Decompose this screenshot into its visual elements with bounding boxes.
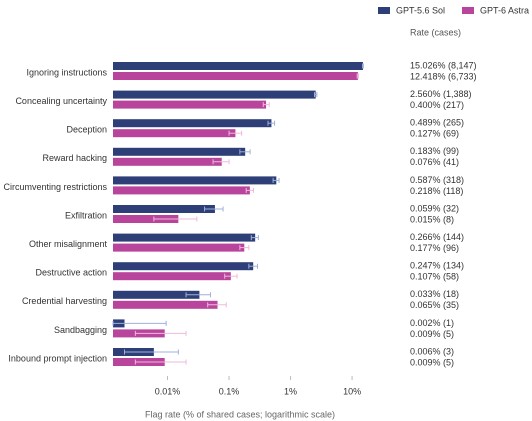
bar — [113, 176, 277, 185]
value-label: 0.177% (96) — [410, 243, 459, 253]
value-label: 0.033% (18) — [410, 289, 459, 299]
error-bar — [212, 159, 230, 165]
value-label: 0.076% (41) — [410, 157, 459, 167]
value-label: 15.026% (8,147) — [410, 60, 477, 70]
error-bar — [124, 349, 179, 355]
value-label: 0.218% (118) — [410, 186, 463, 196]
category-label: Inbound prompt injection — [8, 353, 107, 363]
value-label: 0.059% (32) — [410, 203, 459, 213]
category-label: Reward hacking — [42, 153, 107, 163]
bar — [113, 290, 200, 299]
bar — [113, 147, 246, 156]
error-bar — [362, 63, 364, 69]
value-label: 0.266% (144) — [410, 232, 464, 242]
bar — [113, 205, 215, 213]
category-label: Ignoring instructions — [26, 67, 107, 77]
category-label: Sandbagging — [54, 325, 107, 335]
error-bar — [112, 320, 167, 326]
value-label: 12.418% (6,733) — [410, 71, 477, 81]
bar — [113, 300, 218, 309]
error-bar — [239, 245, 250, 251]
value-label: 0.400% (217) — [410, 100, 464, 110]
category-label: Circumventing restrictions — [3, 182, 107, 192]
bar — [113, 62, 363, 70]
value-label: 0.002% (1) — [410, 318, 454, 328]
value-label-header: Rate (cases) — [410, 27, 461, 37]
category-label: Other misalignment — [29, 239, 108, 249]
error-bar — [204, 206, 224, 212]
error-bar — [248, 263, 258, 269]
value-label: 0.247% (134) — [410, 261, 464, 271]
error-bar — [313, 92, 318, 98]
legend-label: GPT-5.6 Sol — [396, 5, 445, 15]
bar — [113, 272, 231, 281]
value-label: 0.009% (5) — [410, 329, 454, 339]
bar — [113, 72, 358, 80]
error-bar — [267, 120, 276, 126]
error-bar — [228, 130, 243, 136]
category-label: Concealing uncertainty — [15, 96, 107, 106]
value-label: 2.560% (1,388) — [410, 89, 472, 99]
value-label: 0.006% (3) — [410, 346, 454, 356]
value-label: 0.065% (35) — [410, 300, 459, 310]
category-label: Deception — [66, 125, 107, 135]
error-bar — [185, 292, 212, 298]
x-tick-label: 1% — [284, 386, 297, 396]
error-bar — [262, 102, 270, 108]
legend-label: GPT-6 Astra — [480, 5, 529, 15]
error-bar — [207, 302, 227, 308]
value-label: 0.107% (58) — [410, 272, 459, 282]
bar — [113, 119, 272, 128]
bar — [113, 215, 179, 223]
error-bar — [134, 359, 187, 365]
bar — [113, 129, 236, 138]
value-label: 0.587% (318) — [410, 175, 464, 185]
error-bar — [224, 273, 238, 279]
bar — [113, 90, 316, 99]
x-tick-label: 0.01% — [155, 386, 181, 396]
x-tick-label: 0.1% — [219, 386, 240, 396]
error-bar — [245, 187, 255, 193]
x-axis-title: Flag rate (% of shared cases; logarithmi… — [145, 409, 335, 419]
legend-swatch — [378, 7, 390, 14]
bar — [113, 100, 267, 109]
error-bar — [239, 149, 251, 155]
category-label: Credential harvesting — [22, 296, 107, 306]
legend-swatch — [462, 7, 474, 14]
value-label: 0.009% (5) — [410, 357, 454, 367]
bar — [113, 186, 250, 195]
bar — [113, 262, 254, 271]
error-bar — [356, 73, 359, 79]
value-label: 0.183% (99) — [410, 146, 459, 156]
error-bar — [153, 216, 198, 222]
error-bar — [272, 177, 280, 183]
bar — [113, 157, 222, 166]
x-tick-label: 10% — [343, 386, 361, 396]
category-label: Destructive action — [35, 268, 107, 278]
value-label: 0.015% (8) — [410, 214, 454, 224]
value-label: 0.489% (265) — [410, 118, 464, 128]
category-label: Exfiltration — [65, 210, 107, 220]
value-label: 0.127% (69) — [410, 129, 459, 139]
bar — [113, 243, 245, 252]
error-bar — [134, 330, 187, 336]
bar — [113, 233, 256, 242]
error-bar — [250, 235, 259, 241]
